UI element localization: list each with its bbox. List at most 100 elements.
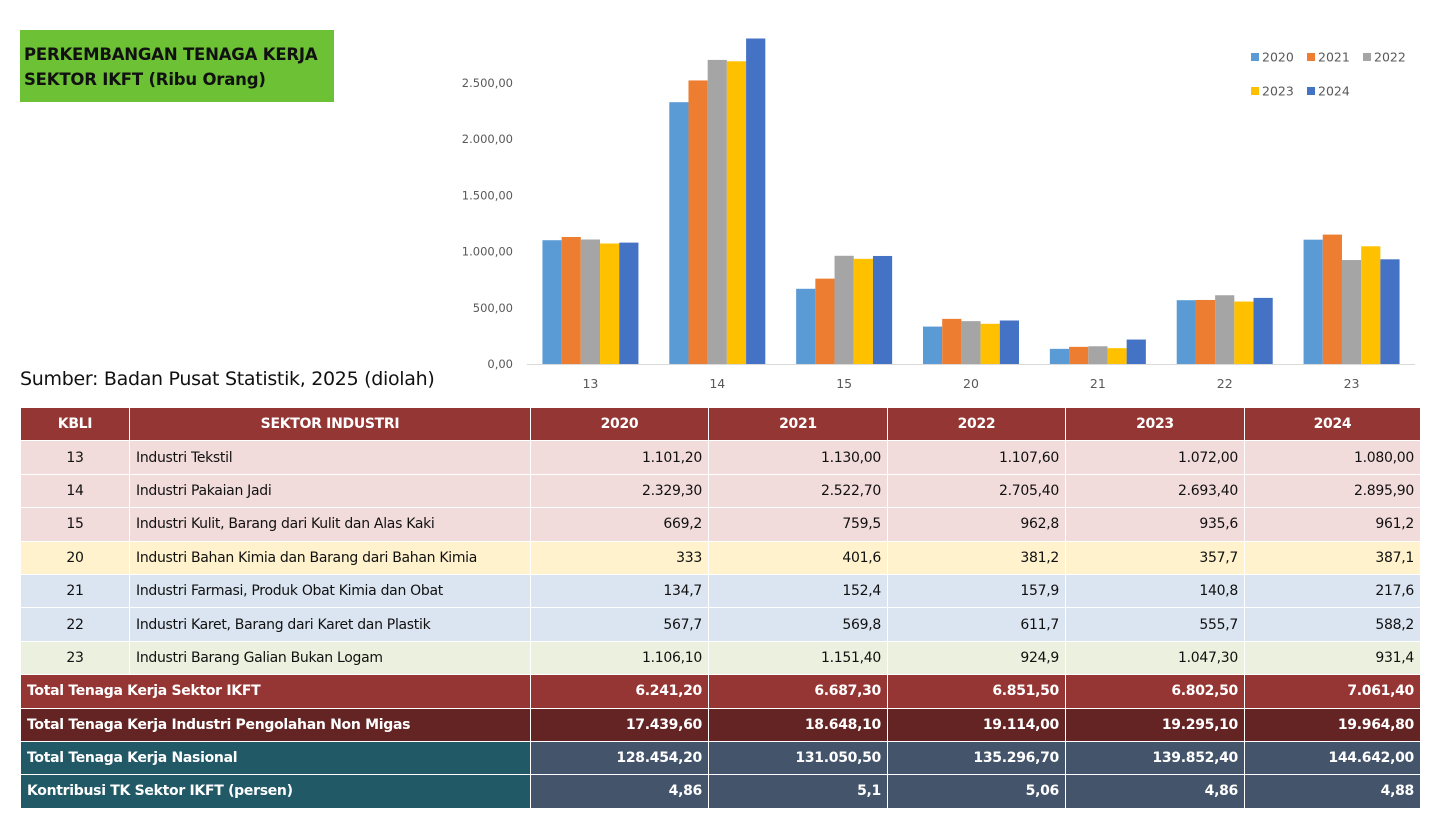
- bar-22-2021: [1195, 299, 1216, 364]
- cell-sektor: Industri Kulit, Barang dari Kulit dan Al…: [129, 507, 531, 542]
- summary-value: 19.114,00: [887, 707, 1066, 742]
- summary-label: Total Tenaga Kerja Nasional: [20, 740, 531, 776]
- cell-value: 961,2: [1244, 507, 1421, 542]
- summary-value: 7.061,40: [1244, 674, 1421, 709]
- bar-13-2021: [561, 236, 581, 364]
- cell-kbli: 23: [20, 640, 130, 676]
- cell-value: 759,5: [708, 507, 888, 542]
- summary-label: Kontribusi TK Sektor IKFT (persen): [20, 774, 531, 809]
- bar-13-2024: [619, 242, 639, 364]
- header-2024: 2024: [1244, 406, 1421, 442]
- x-tick-label: 21: [1090, 376, 1106, 391]
- x-tick-label: 15: [836, 376, 852, 391]
- cell-value: 1.080,00: [1244, 440, 1421, 475]
- table-row: 15 Industri Kulit, Barang dari Kulit dan …: [20, 507, 1421, 542]
- y-tick-label: 0,00: [487, 357, 513, 371]
- summary-value: 19.964,80: [1244, 707, 1421, 742]
- summary-value: 4,88: [1244, 774, 1421, 809]
- cell-value: 157,9: [887, 573, 1066, 609]
- cell-value: 1.047,30: [1065, 640, 1245, 676]
- bar-21-2020: [1049, 348, 1070, 364]
- bar-22-2023: [1234, 301, 1254, 364]
- summary-value: 17.439,60: [530, 707, 709, 742]
- source-note: Sumber: Badan Pusat Statistik, 2025 (dio…: [20, 368, 435, 390]
- cell-value: 1.072,00: [1065, 440, 1245, 475]
- legend-swatch-2020: [1251, 53, 1259, 61]
- cell-value: 588,2: [1244, 607, 1421, 642]
- cell-value: 569,8: [708, 607, 888, 642]
- cell-sektor: Industri Pakaian Jadi: [129, 473, 531, 509]
- cell-sektor: Industri Barang Galian Bukan Logam: [129, 640, 531, 676]
- summary-value: 139.852,40: [1065, 740, 1245, 776]
- legend-label: 2022: [1374, 50, 1406, 65]
- bar-13-2020: [542, 240, 562, 364]
- bar-20-2020: [923, 326, 943, 364]
- legend-swatch-2022: [1363, 53, 1371, 61]
- cell-value: 2.329,30: [530, 473, 709, 509]
- x-tick-label: 13: [582, 376, 598, 391]
- summary-label: Total Tenaga Kerja Industri Pengolahan N…: [20, 707, 531, 742]
- bar-21-2022: [1088, 346, 1108, 364]
- cell-sektor: Industri Bahan Kimia dan Barang dari Bah…: [129, 540, 531, 575]
- cell-kbli: 22: [20, 607, 130, 642]
- cell-value: 924,9: [887, 640, 1066, 676]
- bar-23-2020: [1303, 239, 1323, 364]
- cell-value: 2.522,70: [708, 473, 888, 509]
- legend-swatch-2023: [1251, 87, 1259, 95]
- title-line-2: SEKTOR IKFT (Ribu Orang): [24, 70, 266, 89]
- bar-20-2021: [942, 318, 962, 364]
- x-tick-label: 23: [1344, 376, 1360, 391]
- cell-sektor: Industri Tekstil: [129, 440, 531, 475]
- cell-kbli: 13: [20, 440, 130, 475]
- bar-21-2024: [1126, 339, 1146, 364]
- summary-row: Kontribusi TK Sektor IKFT (persen) 4,86 5,…: [20, 774, 1421, 809]
- header-2020: 2020: [530, 406, 709, 442]
- y-axis: 0,00 500,00 1.000,00 1.500,00 2.000,00 2.500,…: [462, 76, 513, 371]
- cell-value: 1.101,20: [530, 440, 709, 475]
- bar-20-2022: [961, 321, 981, 364]
- cell-value: 1.106,10: [530, 640, 709, 676]
- x-axis: 13 14 15 20 21 22 23: [582, 376, 1359, 391]
- summary-value: 131.050,50: [708, 740, 888, 776]
- data-table: KBLI SEKTOR INDUSTRI 2020 2021 2022 2023…: [20, 406, 1421, 809]
- legend-label: 2024: [1318, 84, 1350, 99]
- summary-value: 6.687,30: [708, 674, 888, 709]
- table-row: 21 Industri Farmasi, Produk Obat Kimia da…: [20, 573, 1421, 609]
- legend: 2020 2021 2022 2023 2024: [1251, 50, 1406, 99]
- summary-value: 135.296,70: [887, 740, 1066, 776]
- header-kbli: KBLI: [20, 406, 130, 442]
- y-tick-label: 2.000,00: [462, 132, 513, 146]
- cell-value: 401,6: [708, 540, 888, 575]
- summary-row: Total Tenaga Kerja Nasional 128.454,20 131…: [20, 740, 1421, 776]
- header-sektor: SEKTOR INDUSTRI: [129, 406, 531, 442]
- legend-label: 2021: [1318, 50, 1350, 65]
- bar-chart: 0,00 500,00 1.000,00 1.500,00 2.000,00 2.500,…: [462, 38, 1415, 391]
- x-tick-label: 20: [963, 376, 979, 391]
- cell-sektor: Industri Karet, Barang dari Karet dan Pl…: [129, 607, 531, 642]
- cell-value: 357,7: [1065, 540, 1245, 575]
- summary-value: 128.454,20: [530, 740, 709, 776]
- bar-23-2021: [1322, 234, 1342, 364]
- bar-22-2022: [1215, 295, 1235, 364]
- bar-23-2024: [1380, 259, 1400, 364]
- summary-row: Total Tenaga Kerja Industri Pengolahan N…: [20, 707, 1421, 742]
- bar-21-2021: [1069, 346, 1089, 364]
- cell-value: 134,7: [530, 573, 709, 609]
- summary-row: Total Tenaga Kerja Sektor IKFT 6.241,20 6.…: [20, 674, 1421, 709]
- summary-label: Total Tenaga Kerja Sektor IKFT: [20, 674, 531, 709]
- cell-kbli: 20: [20, 540, 130, 575]
- table-row: 14 Industri Pakaian Jadi 2.329,30 2.522,70 2…: [20, 473, 1421, 509]
- x-tick-label: 14: [709, 376, 725, 391]
- summary-value: 144.642,00: [1244, 740, 1421, 776]
- summary-value: 6.241,20: [530, 674, 709, 709]
- title-line-1: PERKEMBANGAN TENAGA KERJA: [24, 45, 318, 64]
- table-row: 22 Industri Karet, Barang dari Karet dan …: [20, 607, 1421, 642]
- bars: [542, 38, 1400, 365]
- bar-14-2022: [707, 59, 727, 365]
- summary-value: 19.295,10: [1065, 707, 1245, 742]
- x-tick-label: 22: [1217, 376, 1233, 391]
- cell-value: 555,7: [1065, 607, 1245, 642]
- bar-15-2024: [872, 255, 893, 364]
- bar-14-2021: [688, 80, 708, 364]
- cell-kbli: 21: [20, 573, 130, 609]
